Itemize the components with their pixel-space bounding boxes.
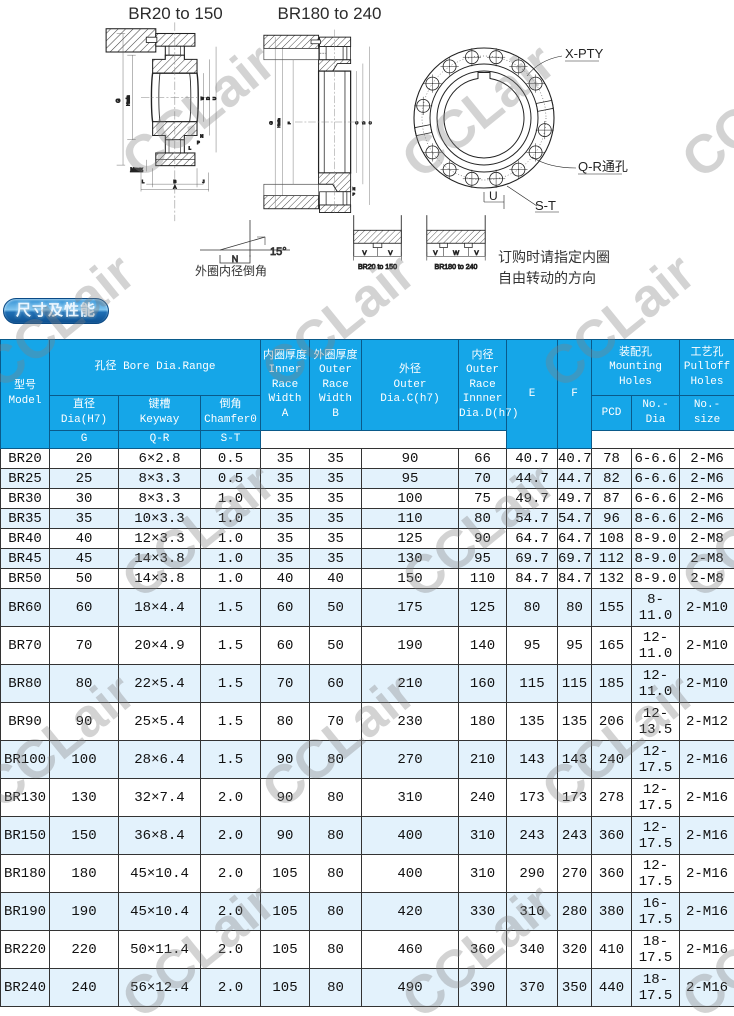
svg-text:B: B	[173, 179, 176, 184]
svg-text:V: V	[362, 250, 367, 257]
svg-text:L: L	[142, 179, 145, 184]
svg-text:P: P	[197, 140, 200, 145]
svg-text:U: U	[212, 97, 217, 100]
svg-text:S-T: S-T	[535, 198, 556, 213]
svg-text:Hmin: Hmin	[125, 95, 130, 106]
svg-text:Hmin: Hmin	[276, 118, 281, 127]
svg-text:G: G	[268, 121, 273, 125]
svg-text:N: N	[200, 134, 203, 139]
svg-text:Q-R通孔: Q-R通孔	[578, 159, 628, 174]
svg-text:L: L	[189, 145, 192, 150]
svg-text:V: V	[388, 250, 393, 257]
svg-text:15°: 15°	[270, 246, 287, 258]
svg-text:X-PTY: X-PTY	[565, 46, 604, 61]
svg-text:BR20 to 150: BR20 to 150	[358, 264, 397, 271]
svg-text:W: W	[453, 250, 460, 257]
svg-text:U: U	[489, 189, 498, 203]
svg-text:F: F	[286, 121, 291, 124]
svg-text:J: J	[202, 179, 204, 184]
svg-text:BR180 to 240: BR180 to 240	[435, 264, 478, 271]
svg-text:V: V	[433, 250, 438, 257]
svg-text:Mmax: Mmax	[130, 166, 143, 171]
svg-text:D: D	[206, 97, 211, 100]
svg-text:G: G	[116, 99, 122, 103]
svg-text:V: V	[474, 250, 479, 257]
svg-text:w: w	[199, 96, 204, 100]
svg-text:A: A	[173, 184, 177, 189]
